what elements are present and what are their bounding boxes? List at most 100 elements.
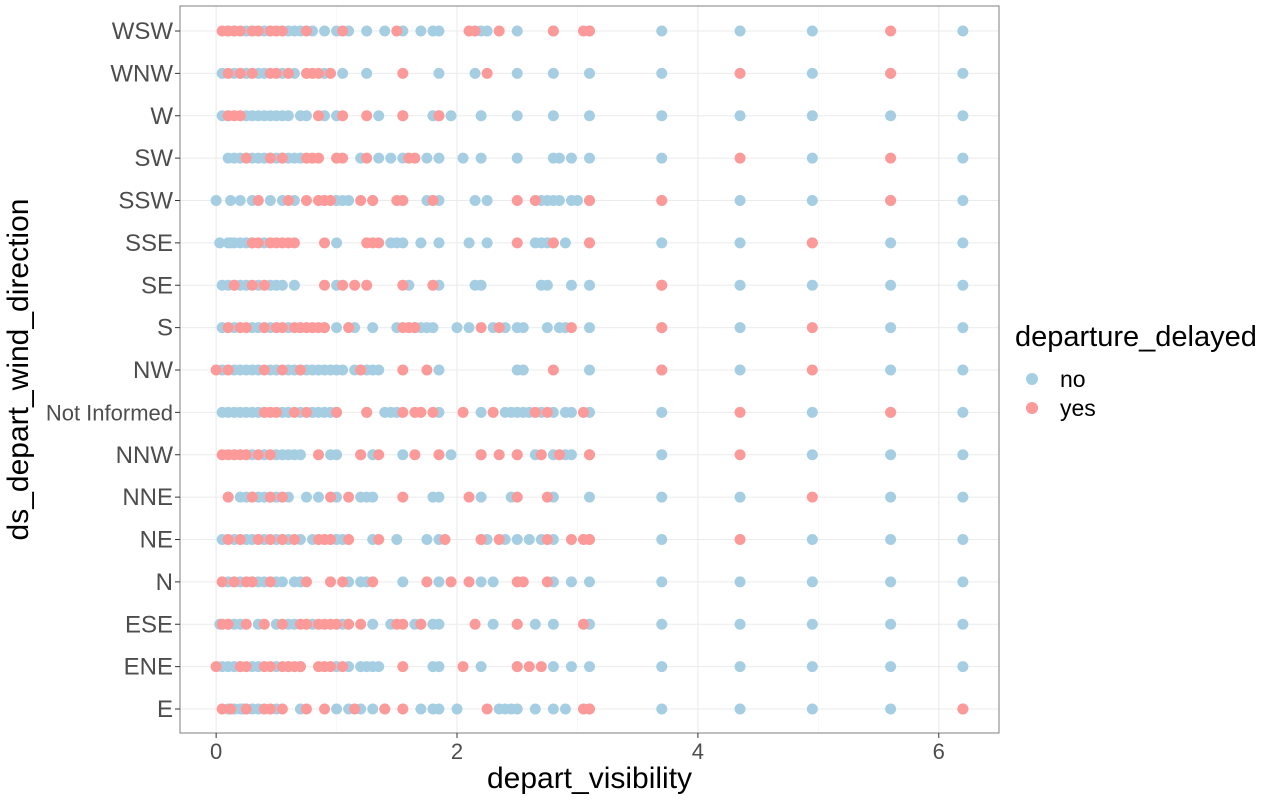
data-point	[325, 576, 337, 588]
data-point	[957, 661, 969, 673]
data-point	[584, 491, 595, 503]
data-point	[264, 195, 276, 206]
legend-key-yes	[1026, 402, 1038, 414]
data-point	[300, 618, 312, 630]
data-point	[234, 195, 246, 206]
data-point	[656, 25, 668, 37]
data-point	[427, 406, 439, 418]
data-point	[656, 661, 668, 673]
data-point	[806, 25, 818, 37]
data-point	[584, 25, 595, 37]
data-point	[885, 534, 897, 545]
data-point	[487, 406, 499, 418]
data-point	[547, 67, 559, 79]
data-point	[222, 534, 234, 545]
data-point	[373, 364, 385, 376]
data-point	[397, 703, 409, 715]
data-point	[457, 661, 469, 673]
data-point	[475, 491, 487, 503]
data-point	[734, 491, 746, 503]
data-point	[734, 618, 746, 630]
data-points	[210, 25, 969, 715]
data-point	[469, 67, 481, 79]
data-point	[415, 25, 427, 37]
data-point	[734, 449, 746, 461]
data-point	[337, 67, 349, 79]
data-point	[276, 618, 288, 630]
data-point	[300, 195, 312, 206]
data-point	[240, 322, 252, 334]
legend-title: departure_delayed	[1015, 321, 1257, 353]
data-point	[957, 67, 969, 79]
data-point	[656, 152, 668, 164]
data-point	[806, 491, 818, 503]
data-point	[433, 491, 445, 503]
data-point	[656, 195, 668, 206]
y-tick-label: W	[150, 103, 173, 130]
data-point	[300, 491, 312, 503]
data-point	[541, 279, 553, 291]
data-point	[337, 152, 349, 164]
legend-label-yes: yes	[1060, 395, 1096, 421]
data-point	[355, 364, 367, 376]
data-point	[885, 322, 897, 334]
data-point	[397, 67, 409, 79]
data-point	[806, 279, 818, 291]
data-point	[222, 618, 234, 630]
data-point	[885, 491, 897, 503]
data-point	[734, 534, 746, 545]
data-point	[885, 406, 897, 418]
y-axis-title: ds_depart_wind_direction	[2, 199, 35, 541]
y-tick-label: E	[157, 696, 173, 723]
data-point	[475, 110, 487, 122]
data-point	[373, 534, 385, 545]
data-point	[234, 110, 246, 122]
data-point	[957, 406, 969, 418]
data-point	[734, 576, 746, 588]
data-point	[493, 322, 505, 334]
data-point	[276, 576, 288, 588]
data-point	[373, 661, 385, 673]
data-point	[373, 449, 385, 461]
data-point	[373, 237, 385, 249]
data-point	[445, 449, 457, 461]
data-point	[584, 703, 595, 715]
data-point	[331, 322, 343, 334]
data-point	[246, 279, 258, 291]
data-point	[427, 322, 439, 334]
data-point	[511, 152, 523, 164]
data-point	[421, 576, 433, 588]
data-point	[225, 195, 237, 206]
data-point	[337, 661, 349, 673]
data-point	[957, 237, 969, 249]
data-point	[957, 152, 969, 164]
data-point	[421, 152, 433, 164]
data-point	[529, 195, 541, 206]
data-point	[367, 322, 379, 334]
data-point	[511, 449, 523, 461]
data-point	[511, 618, 523, 630]
data-point	[276, 152, 288, 164]
data-point	[885, 661, 897, 673]
data-point	[517, 322, 529, 334]
data-point	[325, 67, 337, 79]
data-point	[433, 576, 445, 588]
data-point	[319, 279, 331, 291]
data-point	[397, 195, 409, 206]
data-point	[373, 110, 385, 122]
data-point	[475, 152, 487, 164]
data-point	[734, 406, 746, 418]
data-point	[451, 322, 463, 334]
data-point	[885, 152, 897, 164]
data-point	[885, 67, 897, 79]
data-point	[734, 110, 746, 122]
data-point	[439, 534, 451, 545]
data-point	[361, 67, 373, 79]
data-point	[957, 534, 969, 545]
data-point	[355, 449, 367, 461]
data-point	[565, 576, 577, 588]
data-point	[397, 110, 409, 122]
data-point	[258, 279, 270, 291]
